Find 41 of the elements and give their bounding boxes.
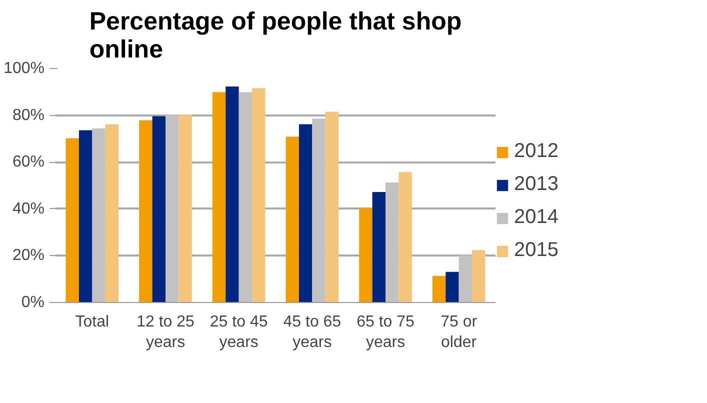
bar [312,118,326,302]
x-tick-label: 12 to 25 years [136,314,195,351]
y-tick-label: 60% [12,154,45,171]
x-tick-label: Total [75,314,110,330]
legend-label: 2013 [514,173,558,196]
bar [105,124,119,302]
bar [472,250,486,302]
bar [178,114,192,302]
bar [325,112,339,302]
y-tick-label: 100% [4,60,44,77]
bar [286,136,299,302]
x-tick-label: 75 or older [440,314,478,351]
bar [66,138,79,302]
y-tick-label: 80% [12,106,45,124]
bar [92,128,106,302]
chart-title: Percentage of people that shop online [89,8,462,64]
bar [78,130,92,302]
legend-label: 2012 [514,140,558,163]
bar [386,182,399,302]
x-tick-label: 65 to 75 years [356,314,415,351]
bar [432,276,446,302]
bar [226,86,239,302]
bar [372,192,386,302]
x-tick-label: 25 to 45 years [210,314,268,351]
bar [446,272,459,302]
bar [212,92,226,302]
legend-label: 2014 [514,206,558,229]
bar [152,116,166,302]
bar [238,92,252,302]
y-tick-label: 40% [12,200,45,218]
bar [398,172,412,302]
x-tick-label: 45 to 65 years [283,314,342,351]
legend-label: 2015 [514,239,558,262]
bar [139,120,152,302]
bar [458,255,472,302]
bar [252,88,266,302]
bar [166,114,179,302]
y-tick-label: 20% [12,247,45,264]
bar [298,124,312,302]
y-tick-label: 0% [21,294,44,311]
bar [359,208,372,302]
